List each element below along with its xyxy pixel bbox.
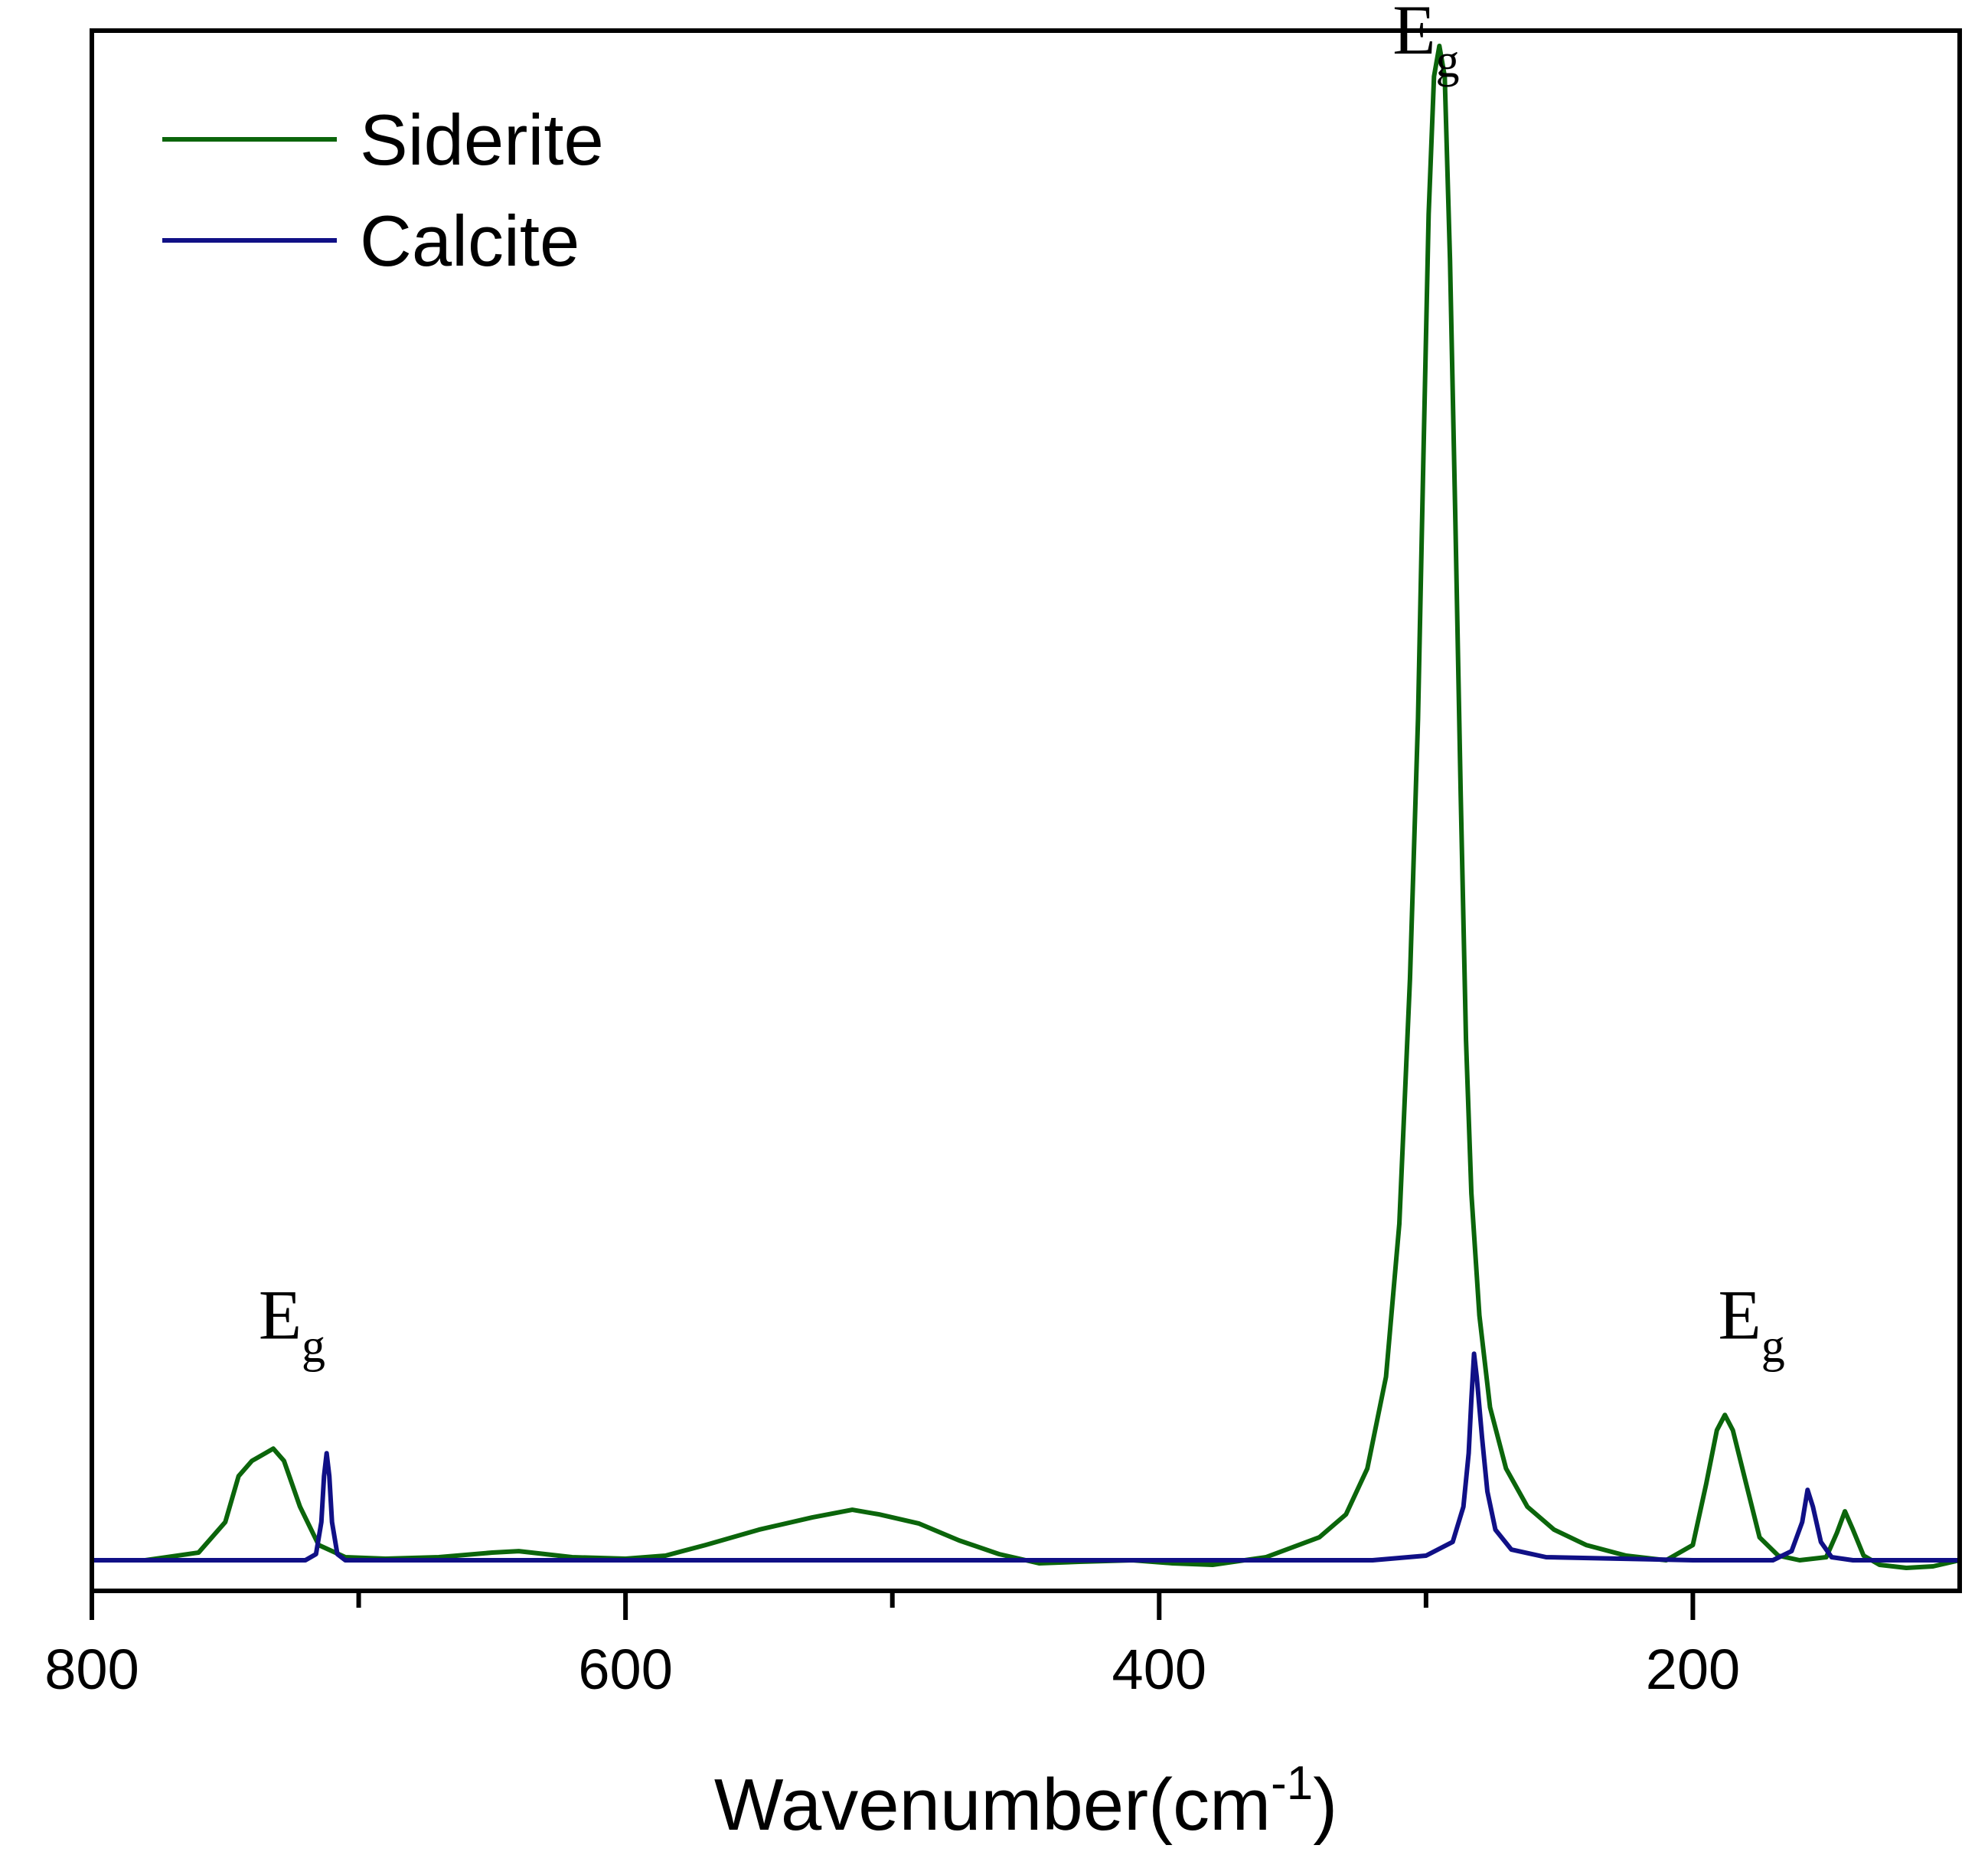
- peak-annotation-main: E: [1392, 0, 1435, 69]
- legend: Siderite Calcite: [162, 100, 604, 281]
- legend-label-siderite: Siderite: [360, 100, 604, 180]
- series-line-calcite: [90, 1351, 1962, 1563]
- peak-annotation: Eg: [1392, 0, 1459, 87]
- x-tick-label: 600: [578, 1638, 672, 1701]
- legend-label-calcite: Calcite: [360, 201, 579, 281]
- x-axis-title: Wavenumber(cm-1): [714, 1757, 1337, 1846]
- x-tick-label: 800: [44, 1638, 139, 1701]
- peak-annotation-sub: g: [302, 1320, 325, 1372]
- x-axis-title-close: ): [1313, 1764, 1337, 1846]
- peak-annotation-main: E: [259, 1275, 302, 1354]
- peak-annotation-sub: g: [1761, 1320, 1785, 1372]
- x-axis-title-main: Wavenumber(cm: [714, 1764, 1271, 1846]
- peak-annotation: Eg: [259, 1275, 325, 1372]
- peak-annotation: Eg: [1719, 1275, 1785, 1372]
- plot-frame: [90, 28, 1962, 1593]
- x-axis-title-sup: -1: [1271, 1757, 1313, 1810]
- plot-lines: [90, 44, 1962, 1570]
- peak-annotation-main: E: [1719, 1275, 1761, 1354]
- peak-annotation-sub: g: [1435, 35, 1459, 87]
- x-tick-label: 400: [1112, 1638, 1206, 1701]
- x-tick-label: 200: [1646, 1638, 1740, 1701]
- x-axis: 800 600 400 200: [44, 1591, 1740, 1701]
